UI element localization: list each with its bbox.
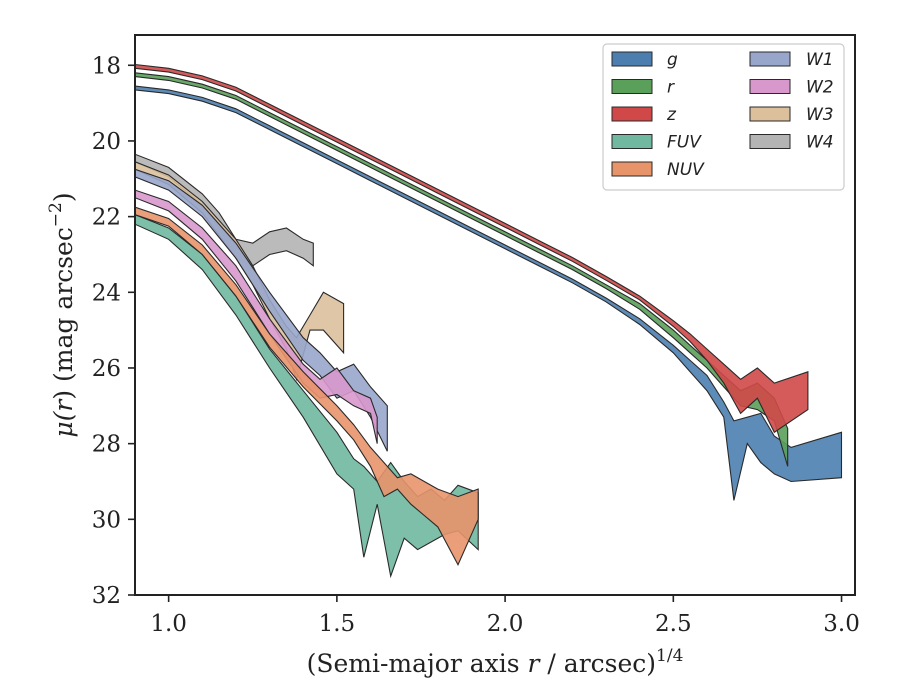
legend-items: grz FUV NUV W1 W2 W3 W4 bbox=[611, 50, 834, 180]
series-band-g bbox=[135, 85, 843, 501]
legend: grz FUV NUV W1 W2 W3 W4 bbox=[602, 43, 845, 191]
y-axis-label: μ(r) (mag arcsec−2) bbox=[46, 192, 78, 437]
series-bands bbox=[135, 63, 843, 579]
x-tick-label: 3.0 bbox=[823, 611, 860, 637]
y-tick-label: 28 bbox=[92, 432, 121, 458]
series-band-r bbox=[135, 72, 789, 467]
legend-swatch-W2 bbox=[749, 79, 791, 94]
axis-ticks: 1.0 1.5 2.0 2.5 3.0 18 20 22 24 26 28 30 32 bbox=[92, 53, 860, 637]
y-tick-label: 32 bbox=[92, 583, 121, 609]
legend-label-FUV: FUV bbox=[667, 133, 702, 153]
legend-swatch-z bbox=[611, 106, 653, 122]
legend-swatch-r bbox=[611, 79, 653, 94]
legend-label-W3: W3 bbox=[806, 105, 834, 125]
legend-label-z: z bbox=[666, 105, 677, 125]
series-band-W4 bbox=[135, 153, 314, 267]
legend-swatch-g bbox=[611, 51, 653, 67]
y-tick-label: 26 bbox=[92, 356, 121, 382]
x-axis-label: (Semi-major axis r / arcsec)1/4 bbox=[307, 646, 684, 678]
legend-swatch-W3 bbox=[749, 106, 791, 122]
y-tick-label: 18 bbox=[92, 53, 121, 79]
legend-swatch-W4 bbox=[749, 134, 791, 149]
y-tick-label: 30 bbox=[92, 507, 121, 533]
legend-label-W2: W2 bbox=[806, 78, 834, 98]
y-tick-label: 20 bbox=[92, 129, 121, 155]
x-tick-label: 1.0 bbox=[150, 611, 187, 637]
y-tick-label: 22 bbox=[92, 205, 121, 231]
x-tick-label: 1.5 bbox=[319, 611, 356, 637]
legend-label-NUV: NUV bbox=[667, 160, 705, 180]
y-tick-label: 24 bbox=[92, 280, 121, 306]
x-tick-label: 2.5 bbox=[655, 611, 692, 637]
x-tick-label: 2.0 bbox=[487, 611, 524, 637]
legend-swatch-NUV bbox=[611, 161, 653, 177]
plot-frame bbox=[134, 34, 856, 596]
legend-swatch-FUV bbox=[611, 134, 653, 149]
legend-swatch-W1 bbox=[749, 51, 791, 67]
series-band-FUV bbox=[135, 214, 479, 579]
legend-label-r: r bbox=[667, 78, 675, 98]
series-band-z bbox=[135, 63, 809, 434]
legend-label-W4: W4 bbox=[806, 133, 834, 153]
legend-label-W1: W1 bbox=[806, 50, 834, 70]
legend-label-g: g bbox=[667, 50, 678, 70]
series-band-W2 bbox=[135, 189, 378, 444]
series-band-NUV bbox=[135, 206, 479, 566]
